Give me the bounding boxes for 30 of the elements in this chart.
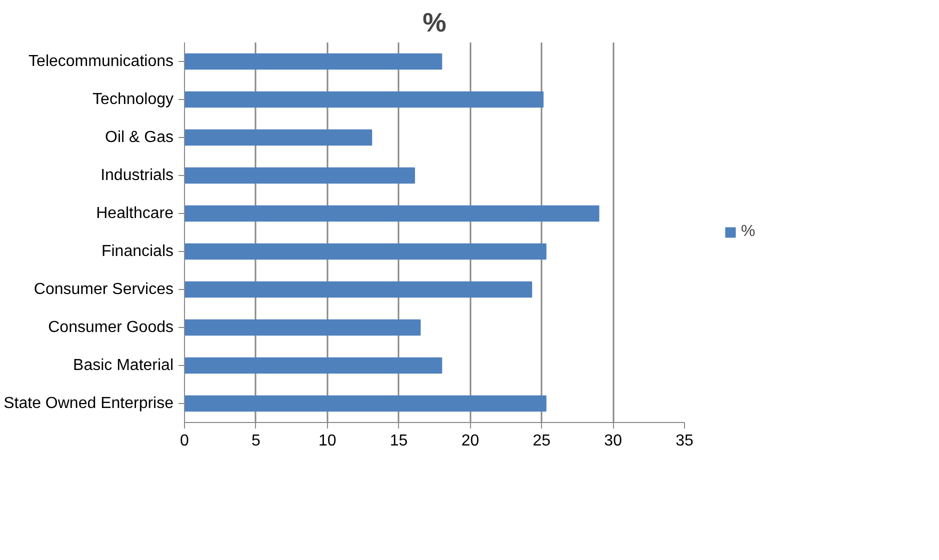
x-tick-label: 20: [461, 432, 480, 450]
bar: [184, 53, 442, 70]
bar: [184, 167, 415, 184]
chart-title: %: [422, 8, 446, 38]
bar: [184, 319, 421, 336]
y-tick-label: State Owned Enterprise: [4, 395, 174, 412]
bar: [184, 357, 442, 374]
x-tick-label: 15: [390, 432, 408, 450]
bar: [184, 395, 546, 412]
y-tick-label: Financials: [101, 243, 174, 260]
bar: [184, 91, 544, 108]
y-tick-label: Basic Material: [73, 357, 174, 374]
y-tick-label: Technology: [92, 91, 174, 108]
y-tick-label: Telecommunications: [28, 53, 174, 70]
legend-label: %: [741, 223, 756, 241]
y-tick-label: Consumer Goods: [48, 319, 174, 336]
x-tick-label: 0: [180, 432, 190, 450]
bar: [184, 129, 372, 146]
x-tick-label: 10: [318, 432, 336, 450]
x-tick-label: 30: [604, 432, 622, 450]
y-tick-label: Consumer Services: [34, 281, 174, 298]
x-tick-label: 5: [251, 432, 260, 450]
y-tick-label: Healthcare: [96, 205, 174, 222]
y-tick-label: Industrials: [100, 167, 174, 184]
x-tick-label: 35: [676, 432, 694, 450]
x-tick-label: 25: [532, 432, 551, 450]
bar: [184, 281, 532, 298]
bar: [184, 243, 546, 260]
y-tick-label: Oil & Gas: [105, 129, 174, 146]
bar: [184, 205, 600, 222]
